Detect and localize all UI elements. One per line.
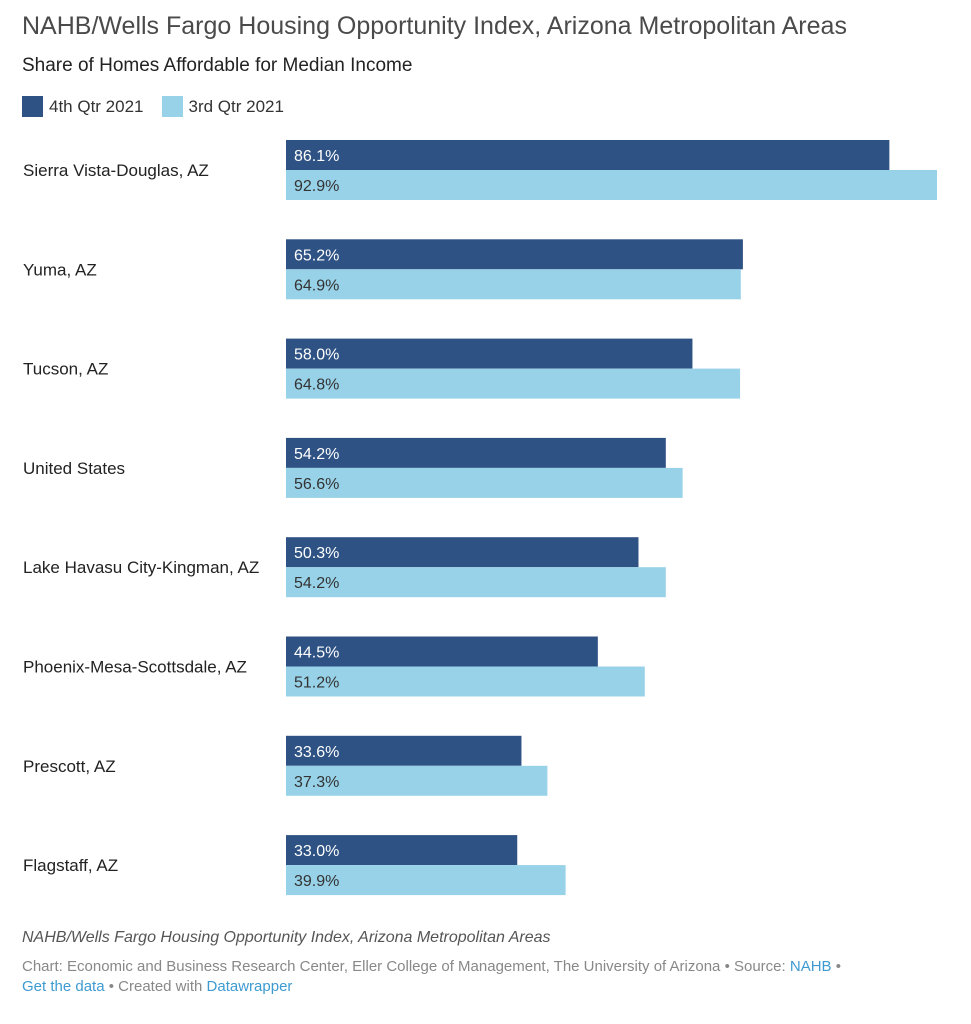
bar-q4	[286, 239, 743, 270]
bar-q4	[286, 636, 598, 667]
legend-label-q3: 3rd Qtr 2021	[188, 96, 284, 116]
legend-label-q4: 4th Qtr 2021	[49, 96, 144, 116]
credit-sep: •	[831, 958, 841, 975]
bar-q4	[286, 835, 518, 866]
chart-subtitle: Share of Homes Affordable for Median Inc…	[22, 55, 413, 76]
data-label: 86.1%	[294, 148, 339, 165]
bar-q4	[286, 140, 890, 170]
bar-q3	[286, 666, 645, 697]
category-label: Tucson, AZ	[23, 360, 108, 379]
get-data-link[interactable]: Get the data	[22, 978, 105, 995]
data-label: 92.9%	[294, 178, 339, 195]
category-label: Phoenix-Mesa-Scottsdale, AZ	[23, 658, 247, 677]
chart-note: NAHB/Wells Fargo Housing Opportunity Ind…	[22, 929, 551, 946]
legend-item-q4: 4th Qtr 2021	[22, 96, 144, 117]
data-label: 37.3%	[294, 774, 339, 791]
chart-credit: Chart: Economic and Business Research Ce…	[22, 957, 952, 997]
bar-q4	[286, 537, 639, 568]
category-label: Prescott, AZ	[23, 757, 116, 776]
legend-swatch-q3	[161, 96, 183, 117]
category-label: Sierra Vista-Douglas, AZ	[23, 161, 209, 180]
bar-q4	[286, 735, 522, 766]
data-label: 58.0%	[294, 347, 339, 364]
created-with-text: • Created with	[104, 978, 207, 995]
data-label: 51.2%	[294, 675, 339, 692]
legend-item-q3: 3rd Qtr 2021	[161, 96, 284, 117]
legend-swatch-q4	[22, 96, 43, 117]
data-label: 64.8%	[294, 377, 339, 394]
data-label: 33.0%	[294, 843, 339, 860]
category-label: Lake Havasu City-Kingman, AZ	[23, 558, 259, 577]
bar-q3	[286, 170, 937, 200]
data-label: 33.6%	[294, 744, 339, 761]
bar-chart: Sierra Vista-Douglas, AZ 86.1% 92.9% Yuma, …	[23, 140, 937, 896]
bar-q3	[286, 567, 666, 598]
data-label: 56.6%	[294, 476, 339, 493]
bar-q3	[286, 765, 548, 796]
bar-q4	[286, 437, 666, 468]
data-label: 64.9%	[294, 277, 339, 294]
data-label: 50.3%	[294, 545, 339, 562]
data-label: 54.2%	[294, 446, 339, 463]
category-label: United States	[23, 459, 125, 478]
category-label: Flagstaff, AZ	[23, 856, 118, 875]
data-label: 44.5%	[294, 645, 339, 662]
data-label: 65.2%	[294, 247, 339, 264]
chart-title: NAHB/Wells Fargo Housing Opportunity Ind…	[22, 12, 847, 40]
bar-q3	[286, 467, 683, 498]
category-label: Yuma, AZ	[23, 260, 97, 279]
source-link[interactable]: NAHB	[789, 958, 832, 975]
legend: 4th Qtr 2021 3rd Qtr 2021	[22, 96, 302, 117]
bar-q4	[286, 338, 693, 369]
bar-q3	[286, 269, 741, 300]
credit-text: Chart: Economic and Business Research Ce…	[22, 958, 790, 975]
bar-q3	[286, 368, 741, 399]
data-label: 54.2%	[294, 575, 339, 592]
data-label: 39.9%	[294, 873, 339, 890]
datawrapper-link[interactable]: Datawrapper	[206, 978, 293, 995]
bar-q3	[286, 865, 566, 896]
